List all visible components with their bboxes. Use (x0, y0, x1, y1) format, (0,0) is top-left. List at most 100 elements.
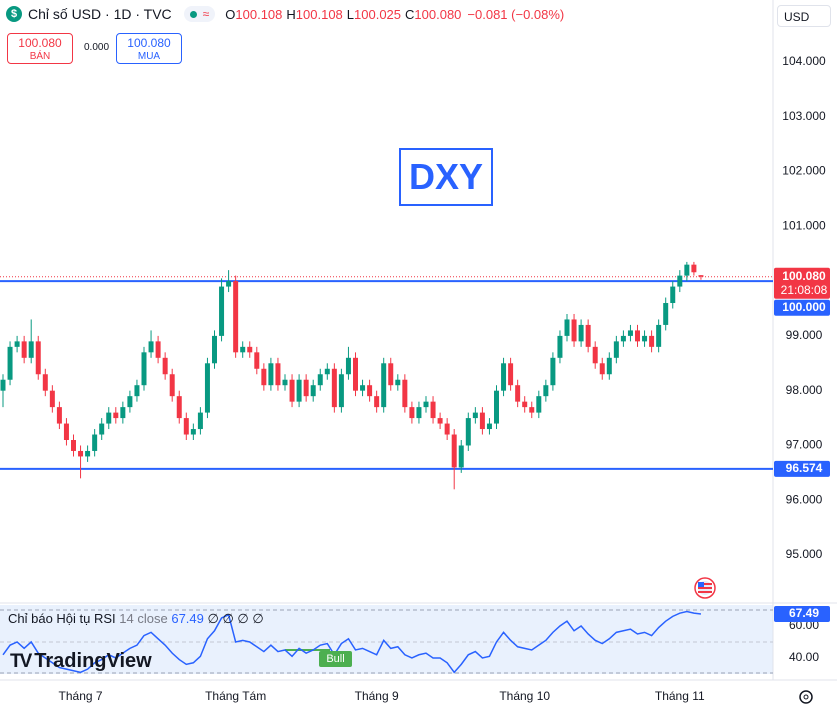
candle-body (317, 374, 323, 386)
hline-label: 96.574 (786, 461, 823, 475)
candle-body (367, 385, 373, 397)
candle-body (219, 286, 225, 336)
candle-body (550, 357, 556, 386)
y-tick-label: 96.000 (786, 492, 823, 506)
y-tick-label: 99.000 (786, 328, 823, 342)
last-price-label: 100.080 (782, 269, 826, 283)
candle-body (529, 407, 535, 413)
annotation-bg (319, 651, 352, 667)
candle-body (508, 363, 514, 386)
rsi-line (2, 610, 702, 674)
x-tick-label: Tháng 11 (655, 689, 705, 703)
candle-body (0, 379, 6, 391)
logo-text: TradingView (34, 650, 152, 672)
buy-label: MUA (137, 51, 161, 62)
countdown: 21:08:08 (781, 283, 828, 297)
candle-body (423, 401, 429, 408)
candle-body (127, 396, 133, 408)
candle-body (345, 357, 351, 375)
candle-body (494, 390, 499, 424)
candle-body (416, 407, 422, 419)
ohlc-key: L (346, 7, 355, 22)
candle-body (458, 445, 464, 468)
candle-body (106, 412, 112, 424)
candle-body (7, 346, 13, 380)
candle-body (56, 407, 62, 424)
candle-body (310, 385, 316, 397)
candle-body (99, 423, 105, 435)
candle-body (451, 434, 457, 468)
candle-body (190, 429, 196, 435)
y-tick-label: 95.000 (786, 547, 823, 561)
rsi-badge-label: 67.49 (789, 606, 819, 620)
candle-body (49, 390, 55, 408)
candle-body (578, 324, 584, 342)
buy-button[interactable]: 100.080 MUA (116, 33, 182, 64)
logo[interactable]: TV TradingView (10, 650, 152, 672)
candle-body (14, 341, 20, 347)
ohlc-value: 100.108 (235, 7, 283, 22)
candle-body (635, 330, 640, 342)
candle-body (204, 363, 210, 413)
y-tick-label: 101.000 (782, 218, 826, 232)
buy-price: 100.080 (127, 36, 171, 50)
candle-body (296, 379, 302, 402)
candle-body (289, 379, 295, 402)
symbol-header: $ Chỉ số USD · 1D · TVC ≈ O100.108 H100.1… (6, 6, 564, 22)
rsi-title: Chỉ báo Hội tụ RSI (8, 611, 116, 626)
candle-body (148, 341, 154, 353)
candle-body (324, 368, 330, 375)
y-tick-label: 98.000 (786, 383, 823, 397)
candle-body (402, 379, 408, 408)
candle-body (606, 357, 612, 375)
candle-body (515, 385, 521, 402)
candle-body (92, 434, 98, 451)
candle-body (620, 335, 626, 342)
candle-body (162, 357, 168, 375)
candle-body (303, 379, 309, 397)
candle-body (63, 423, 69, 440)
ohlc-value: 100.080 (414, 7, 462, 22)
chart-title: DXY (399, 148, 493, 206)
symbol-name[interactable]: Chỉ số USD · 1D · TVC (28, 6, 172, 22)
candle-body (78, 450, 84, 457)
candle-body (395, 379, 401, 386)
sell-button[interactable]: 100.080 BÁN (7, 33, 73, 64)
candle-body (472, 412, 478, 419)
candle-body (522, 401, 528, 408)
change: −0.081 (−0.08%) (467, 6, 565, 22)
rsi-background (0, 605, 773, 674)
candle-body (85, 450, 91, 457)
candle-body (247, 346, 253, 353)
candle-body (677, 275, 683, 287)
status-pill[interactable]: ≈ (183, 6, 216, 22)
candle-body (599, 363, 605, 375)
ohlc-key: H (286, 7, 296, 22)
hline-label-bg (774, 460, 830, 477)
candle-body (169, 374, 175, 397)
candle-body (613, 341, 619, 358)
candle-body (71, 440, 76, 451)
candle-body (35, 341, 41, 375)
candle-body (592, 346, 598, 364)
annotation: Bull (326, 653, 344, 665)
y-tick-label: 102.000 (782, 164, 826, 178)
rsi-badge-bg (774, 605, 830, 622)
y-tick-label: 103.000 (782, 109, 826, 123)
candle-body (374, 396, 380, 408)
candle-body (656, 324, 662, 347)
candle-body (627, 330, 633, 336)
candle-body (564, 319, 570, 336)
currency-select[interactable]: USD (777, 5, 831, 27)
candle-body (486, 423, 492, 430)
candle-body (268, 363, 274, 386)
candle-body (465, 418, 471, 446)
settings-icon[interactable] (799, 690, 813, 704)
candle-body (543, 385, 549, 397)
ohlc-value: 100.108 (295, 7, 343, 22)
candle-body (176, 396, 182, 419)
candle-body (536, 396, 542, 413)
flag-icon (694, 577, 716, 599)
